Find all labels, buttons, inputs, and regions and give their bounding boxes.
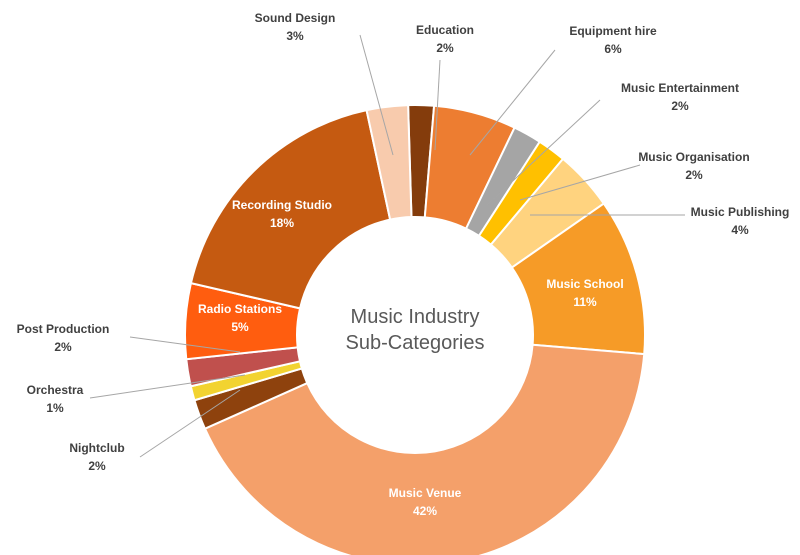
slice-label: Music Organisation 2% <box>638 150 749 182</box>
slice-music-venue <box>203 343 646 555</box>
slice-recording-studio <box>189 108 392 310</box>
slice-labels: Education 2% Equipment hire 6% Music Enterta… <box>17 11 790 518</box>
center-title-line-2: Sub-Categories <box>346 332 485 354</box>
leader-line <box>486 99 601 206</box>
slice-label: Education 2% <box>416 23 474 55</box>
leader-line <box>469 49 556 156</box>
slice-label: Radio Stations 5% <box>198 302 282 334</box>
leader-line <box>139 389 241 458</box>
leader-line <box>359 34 394 156</box>
slice-label: Music Entertainment 2% <box>621 81 739 113</box>
slice-label: Music Publishing 4% <box>691 205 790 237</box>
center-title-line-1: Music Industry <box>351 306 480 328</box>
slice-label: Recording Studio 18% <box>232 198 332 230</box>
leader-line <box>129 336 241 353</box>
slice-label: Post Production 2% <box>17 322 110 354</box>
leader-lines <box>89 34 685 458</box>
leader-line <box>434 59 441 151</box>
slice-label: Music Venue 42% <box>389 486 462 518</box>
slice-label: Music School 11% <box>546 277 623 309</box>
slice-label: Nightclub 2% <box>69 441 124 473</box>
slice-label: Equipment hire 6% <box>569 24 657 56</box>
donut-slices <box>184 104 646 555</box>
leader-line <box>519 164 641 201</box>
slice-label: Sound Design 3% <box>255 11 336 43</box>
leader-line <box>89 374 246 399</box>
slice-label: Orchestra 1% <box>27 383 84 415</box>
